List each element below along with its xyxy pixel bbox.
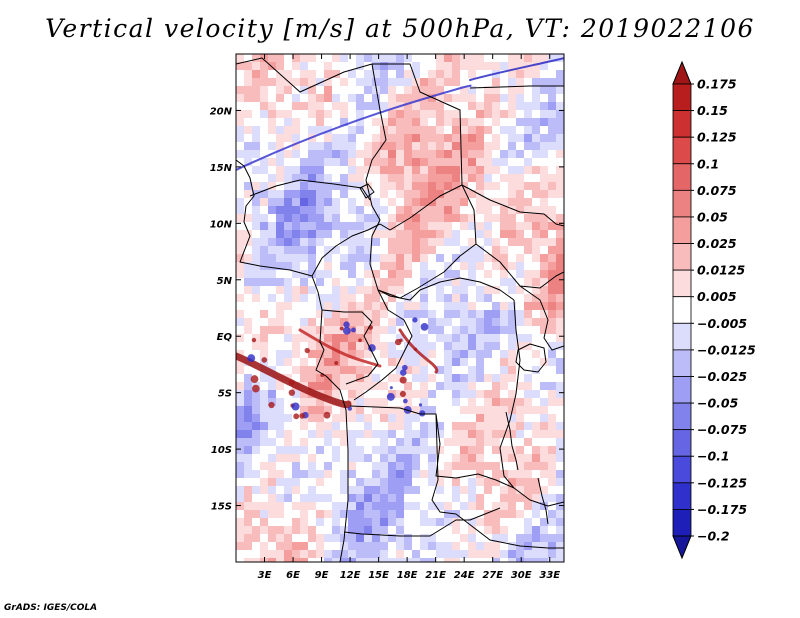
- velocity-field: [236, 54, 564, 562]
- colorbar-box: [672, 349, 692, 377]
- border-niger-nigeria: [249, 179, 371, 201]
- colorbar-label: −0.0125: [697, 342, 756, 357]
- lon-tick-label: 3E: [258, 570, 272, 581]
- lake-malawi: [537, 477, 549, 525]
- lat-tick-label: 15S: [211, 502, 232, 513]
- lake-victoria: [515, 343, 547, 373]
- colorbar-label: −0.2: [697, 529, 730, 544]
- colorbar: 0.175 0.15 0.125 0.1 0.075 0.05 0.025 0.0125 0.0…: [672, 60, 756, 560]
- border-zambia-zimbabwe: [455, 513, 564, 549]
- lon-tick-label: 24E: [454, 570, 475, 581]
- colorbar-box: [672, 455, 692, 484]
- lon-tick-label: 6E: [286, 570, 300, 581]
- lon-tick-label: 21E: [425, 570, 446, 581]
- political-borders: [236, 57, 564, 562]
- lat-tick-label: 15N: [210, 163, 233, 174]
- lon-tick-label: 33E: [539, 570, 560, 581]
- colorbar-box: [672, 482, 692, 510]
- colorbar-label: 0.0125: [697, 263, 746, 278]
- border-congo-drc: [353, 289, 413, 401]
- colorbar-label: 0.005: [697, 289, 737, 304]
- colorbar-label: −0.175: [697, 502, 747, 517]
- colorbar-box: [672, 376, 692, 404]
- colorbar-label: −0.025: [697, 369, 747, 384]
- border-angola-zambia: [431, 413, 457, 515]
- colorbar-label: 0.175: [697, 77, 737, 92]
- colorbar-label: −0.05: [697, 396, 739, 411]
- colorbar-label: −0.075: [697, 422, 747, 437]
- colorbar-label: 0.125: [697, 130, 737, 145]
- border-east-africa: [519, 285, 564, 351]
- colorbar-box: [672, 402, 692, 431]
- colorbar-box: [672, 296, 692, 324]
- colorbar-box: [672, 429, 692, 457]
- lon-tick-label: 30E: [511, 570, 532, 581]
- border-northeast: [469, 85, 564, 89]
- lon-tick-label: 15E: [368, 570, 389, 581]
- border-drc-east: [499, 299, 521, 489]
- lon-tick-label: 27E: [482, 570, 503, 581]
- colorbar-top-triangle: [672, 60, 692, 85]
- colorbar-label: 0.075: [697, 183, 737, 198]
- colorbar-label: 0.1: [697, 156, 719, 171]
- strong-features: [236, 56, 564, 420]
- colorbar-box: [672, 136, 692, 165]
- figure-title: Vertical velocity [m/s] at 500hPa, VT: 2…: [45, 14, 755, 43]
- longitude-axis: 3E 6E 9E 12E 15E 18E 21E 24E 27E 30E 33E: [258, 54, 560, 581]
- lat-tick-label: 5N: [217, 276, 233, 287]
- lat-tick-label: 20N: [210, 106, 233, 117]
- colorbar-bottom-triangle: [672, 535, 692, 560]
- grads-credit: GrADS: IGES/COLA: [4, 603, 98, 613]
- lat-tick-label: 5S: [218, 389, 232, 400]
- colorbar-box: [672, 216, 692, 244]
- border-gabon-congo: [321, 309, 379, 385]
- lon-tick-label: 9E: [315, 570, 329, 581]
- border-drc-north: [377, 277, 515, 301]
- colorbar-box: [672, 110, 692, 138]
- lake-tanganyika: [505, 411, 519, 471]
- colorbar-label: −0.005: [697, 316, 747, 331]
- colorbar-box: [672, 83, 692, 111]
- border-nigeria-cameroon: [311, 223, 381, 277]
- latitude-axis: 20N 15N 10N 5N EQ 5S 10S 15S: [210, 106, 564, 513]
- border-tanzania-mozambique: [513, 487, 564, 507]
- colorbar-label: 0.025: [697, 236, 737, 251]
- lat-tick-label: 10N: [210, 219, 233, 230]
- colorbar-box: [672, 322, 692, 351]
- colorbar-box: [672, 163, 692, 191]
- lat-tick-label: EQ: [217, 332, 233, 343]
- border-sudan-south-sudan: [461, 184, 564, 227]
- colorbar-label: 0.15: [697, 103, 728, 118]
- lon-tick-label: 18E: [397, 570, 418, 581]
- border-south-sudan-east: [475, 243, 564, 289]
- lat-tick-label: 10S: [211, 445, 232, 456]
- map-frame: [235, 53, 565, 563]
- lake-chad: [359, 183, 375, 199]
- colorbar-label: −0.1: [697, 449, 730, 464]
- colorbar-box: [672, 269, 692, 298]
- colorbar-box: [672, 509, 692, 537]
- colorbar-box: [672, 189, 692, 218]
- border-angola-namibia: [343, 507, 501, 537]
- coastline-west-africa: [236, 159, 349, 562]
- border-chad-west: [365, 63, 387, 237]
- colorbar-label: 0.05: [697, 209, 728, 224]
- colorbar-box: [672, 243, 692, 271]
- colorbar-label: −0.125: [697, 475, 747, 490]
- border-drc-angola-south: [349, 405, 515, 489]
- lon-tick-label: 12E: [340, 570, 361, 581]
